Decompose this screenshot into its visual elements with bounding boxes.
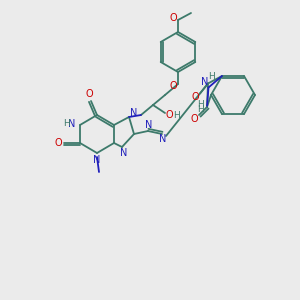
Text: H: H xyxy=(172,110,179,119)
Text: O: O xyxy=(191,92,199,103)
Text: H: H xyxy=(196,106,203,115)
Text: O: O xyxy=(85,89,93,99)
Text: H: H xyxy=(198,100,204,109)
Text: N: N xyxy=(159,134,167,144)
Text: O: O xyxy=(190,114,198,124)
Text: N: N xyxy=(68,119,76,129)
Text: N: N xyxy=(201,77,208,88)
Text: N: N xyxy=(145,120,153,130)
Text: H: H xyxy=(63,119,69,128)
Text: N: N xyxy=(93,155,101,165)
Text: O: O xyxy=(169,81,177,91)
Text: O: O xyxy=(169,13,177,23)
Text: N: N xyxy=(130,108,138,118)
Text: O: O xyxy=(165,110,173,120)
Text: O: O xyxy=(54,138,62,148)
Text: N: N xyxy=(120,148,128,158)
Text: H: H xyxy=(208,72,215,81)
